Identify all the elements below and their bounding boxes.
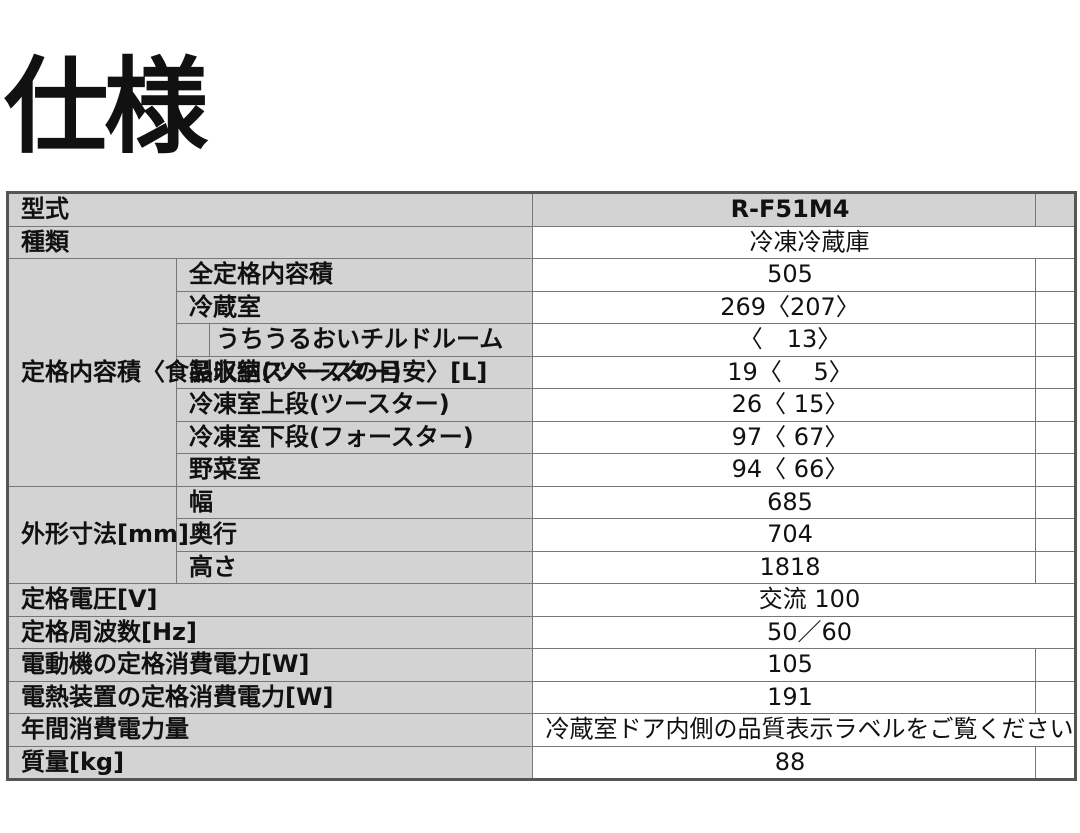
- table-row-frequency: 定格周波数[Hz] 50／60: [7, 615, 1076, 649]
- sub-label: うちうるおいチルドルーム: [216, 325, 504, 353]
- empty-cell: [1035, 745, 1076, 780]
- row-value: 26〈 15〉: [532, 388, 1036, 422]
- row-label: 電熱装置の定格消費電力[W]: [7, 680, 533, 714]
- empty-cell: [1035, 420, 1076, 454]
- empty-cell: [1035, 388, 1076, 422]
- table-row: 高さ 1818: [8, 550, 1076, 584]
- spec-table: 型式 R-F51M4 種類 冷凍冷蔵庫 定格内容積〈食品収納スペースの目安〉[L…: [6, 191, 1077, 781]
- table-row-annual-energy: 年間消費電力量 冷蔵室ドア内側の品質表示ラベルをご覧ください: [7, 713, 1076, 747]
- empty-cell: [1035, 648, 1076, 682]
- type-label: 種類: [7, 225, 533, 259]
- page-title: 仕様: [4, 46, 208, 168]
- empty-cell: [1035, 258, 1076, 292]
- row-label: 幅: [176, 485, 533, 519]
- empty-cell: [1035, 550, 1076, 584]
- table-row: 冷凍室上段(ツースター) 26〈 15〉: [8, 388, 1076, 422]
- table-row: 冷凍室下段(フォースター) 97〈 67〉: [8, 420, 1076, 454]
- type-value: 冷凍冷蔵庫: [532, 225, 1076, 259]
- table-row: 製氷室(ツースター) 19〈 5〉: [8, 355, 1076, 389]
- row-value: 685: [532, 485, 1036, 519]
- row-label: 電動機の定格消費電力[W]: [7, 648, 533, 682]
- model-name: R-F51M4: [532, 192, 1036, 227]
- row-value: 97〈 67〉: [532, 420, 1036, 454]
- row-value: 50／60: [532, 615, 1076, 649]
- row-value: 505: [532, 258, 1036, 292]
- row-value: 冷蔵室ドア内側の品質表示ラベルをご覧ください: [532, 713, 1076, 747]
- table-row: 冷蔵室 269〈207〉: [8, 290, 1076, 324]
- row-label: 定格電圧[V]: [7, 583, 533, 617]
- table-row-mass: 質量[kg] 88: [7, 745, 1076, 780]
- row-label: 冷凍室上段(ツースター): [176, 388, 533, 422]
- indent-cell: [177, 324, 210, 356]
- row-label: 奥行: [176, 518, 533, 552]
- row-value: 269〈207〉: [532, 290, 1036, 324]
- row-label: 冷凍室下段(フォースター): [176, 420, 533, 454]
- row-label-sub: うちうるおいチルドルーム: [176, 323, 533, 357]
- table-row: 定格内容積〈食品収納スペースの目安〉[L] 全定格内容積 505: [7, 258, 1076, 487]
- row-label: 野菜室: [176, 453, 533, 487]
- row-label: 冷蔵室: [176, 290, 533, 324]
- row-label: 製氷室(ツースター): [176, 355, 533, 389]
- empty-cell: [1035, 680, 1076, 714]
- row-value: 94〈 66〉: [532, 453, 1036, 487]
- empty-cell: [1035, 290, 1076, 324]
- table-row: うちうるおいチルドルーム 〈 13〉: [8, 323, 1076, 357]
- dimensions-group-label: 外形寸法[mm]: [7, 485, 189, 584]
- model-label: 型式: [7, 192, 533, 227]
- table-row-type: 種類 冷凍冷蔵庫: [7, 225, 1076, 259]
- row-value: 191: [532, 680, 1036, 714]
- row-value: 105: [532, 648, 1036, 682]
- row-label: 高さ: [176, 550, 533, 584]
- table-row-heater-power: 電熱装置の定格消費電力[W] 191: [7, 680, 1076, 714]
- model-name: [1035, 192, 1076, 227]
- row-value: 704: [532, 518, 1036, 552]
- table-row: 野菜室 94〈 66〉: [8, 453, 1076, 487]
- row-value: 交流 100: [532, 583, 1076, 617]
- table-row: 外形寸法[mm] 幅 685: [7, 485, 1076, 584]
- empty-cell: [1035, 323, 1076, 357]
- row-label: 定格周波数[Hz]: [7, 615, 533, 649]
- table-row-motor-power: 電動機の定格消費電力[W] 105: [7, 648, 1076, 682]
- empty-cell: [1035, 485, 1076, 519]
- empty-cell: [1035, 453, 1076, 487]
- row-value: 88: [532, 745, 1036, 780]
- table-row-model: 型式 R-F51M4: [7, 192, 1076, 227]
- row-label: 質量[kg]: [7, 745, 533, 780]
- empty-cell: [1035, 355, 1076, 389]
- row-value: 1818: [532, 550, 1036, 584]
- empty-cell: [1035, 518, 1076, 552]
- row-value: 19〈 5〉: [532, 355, 1036, 389]
- row-value: 〈 13〉: [532, 323, 1036, 357]
- table-row-voltage: 定格電圧[V] 交流 100: [7, 583, 1076, 617]
- row-label: 年間消費電力量: [7, 713, 533, 747]
- capacity-group-label: 定格内容積〈食品収納スペースの目安〉[L]: [7, 258, 487, 487]
- row-label: 全定格内容積: [176, 258, 533, 292]
